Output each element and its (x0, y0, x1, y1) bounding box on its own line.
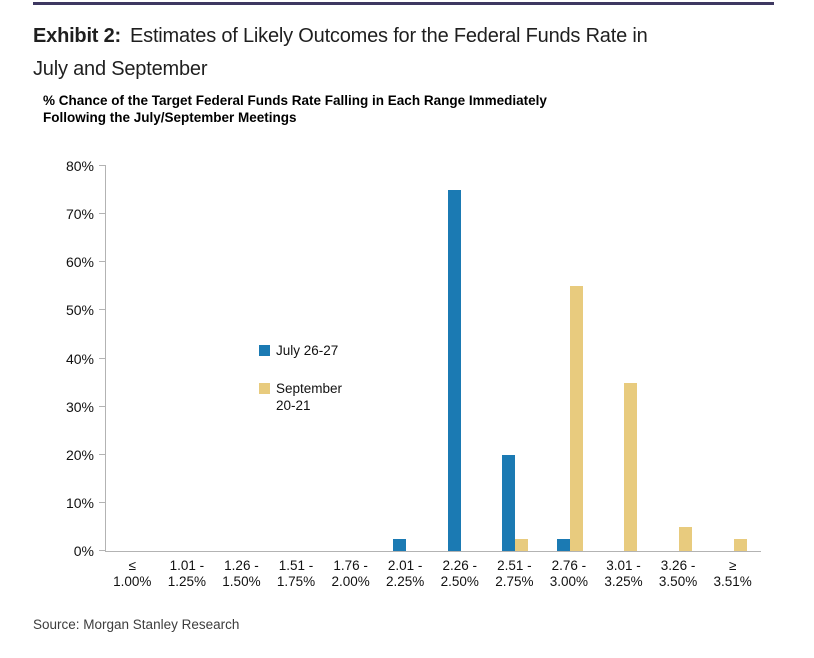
y-axis-tick (99, 501, 106, 503)
x-axis-label-3: 1.26 -1.50% (222, 558, 261, 589)
y-axis-tick (99, 309, 106, 311)
y-axis-label: 30% (65, 398, 94, 415)
x-axis-label-2: 1.01 -1.25% (167, 558, 206, 589)
y-axis-label: 10% (65, 494, 94, 511)
bar-groups (106, 166, 761, 551)
x-axis-label-7: 2.26 -2.50% (440, 558, 479, 589)
top-rule (33, 2, 774, 5)
y-axis-tick (99, 357, 106, 359)
bar-september-cat10 (624, 382, 638, 551)
x-axis-label-10: 3.01 -3.25% (604, 558, 643, 589)
y-axis-label: 70% (65, 206, 94, 223)
chart-subtitle: % Chance of the Target Federal Funds Rat… (43, 92, 547, 126)
bar-july-cat9 (556, 538, 570, 551)
bar-group-7 (433, 166, 488, 551)
bar-group-2 (161, 166, 216, 551)
plot-area: July 26-27 September 20-21 0% 10% 20% 30% 40% 5… (66, 158, 761, 559)
bar-group-11 (652, 166, 707, 551)
bar-group-1 (106, 166, 161, 551)
x-axis-label-5: 1.76 -2.00% (331, 558, 370, 589)
bar-july-cat7 (447, 190, 461, 551)
legend-label: September 20-21 (276, 381, 343, 413)
y-axis-tick (99, 550, 106, 551)
y-axis-tick (99, 405, 106, 407)
legend-item-september: September 20-21 (259, 380, 342, 414)
chart-legend: July 26-27 September 20-21 (259, 342, 342, 435)
bar-september-cat12 (733, 538, 747, 551)
y-axis-tick (99, 165, 106, 166)
x-axis-label-4: 1.51 -1.75% (276, 558, 316, 589)
legend-item-july: July 26-27 (259, 342, 342, 359)
x-axis-label-12: ≥3.51% (713, 558, 752, 589)
y-axis-label: 80% (65, 158, 94, 174)
bar-group-9 (543, 166, 598, 551)
source-note: Source: Morgan Stanley Research (33, 617, 240, 632)
legend-label: July 26-27 (276, 343, 339, 358)
bar-july-cat6 (393, 538, 407, 551)
y-axis-label: 40% (65, 350, 94, 367)
bar-september-cat11 (679, 526, 693, 551)
bar-september-cat9 (569, 286, 583, 551)
exhibit-title-line2: July and September (33, 58, 208, 80)
y-axis-label: 50% (65, 302, 94, 319)
x-axis-label-9: 2.76 -3.00% (549, 558, 589, 589)
x-axis-label-1: ≤1.00% (113, 558, 152, 589)
exhibit-title-text: Estimates of Likely Outcomes for the Fed… (130, 25, 648, 47)
chart-subtitle-line1: % Chance of the Target Federal Funds Rat… (43, 93, 547, 108)
y-axis-tick (99, 261, 106, 263)
bar-group-12 (706, 166, 761, 551)
y-axis-label: 60% (65, 254, 94, 271)
y-axis-label: 0% (73, 543, 94, 559)
chart-subtitle-line2: Following the July/September Meetings (43, 110, 297, 125)
legend-swatch-july (259, 345, 270, 356)
y-axis-tick (99, 453, 106, 455)
bar-july-cat8 (502, 454, 516, 551)
exhibit-title: Exhibit 2: Estimates of Likely Outcomes f… (33, 20, 793, 86)
bar-september-cat8 (515, 538, 529, 551)
x-axis-label-6: 2.01 -2.25% (386, 558, 425, 589)
exhibit-title-line1: Exhibit 2: Estimates of Likely Outcomes f… (33, 20, 793, 53)
x-axis-label-8: 2.51 -2.75% (495, 558, 534, 589)
x-axis-label-11: 3.26 -3.50% (658, 558, 698, 589)
legend-swatch-september (259, 383, 270, 394)
exhibit-label: Exhibit 2: (33, 25, 122, 47)
bar-group-10 (597, 166, 652, 551)
x-axis-labels: ≤1.00% 1.01 -1.25% 1.26 -1.50% 1.51 -1.75% 1… (105, 558, 760, 590)
bar-group-6 (379, 166, 434, 551)
y-axis-tick (99, 213, 106, 215)
bar-group-8 (488, 166, 543, 551)
y-axis-label: 20% (65, 446, 94, 463)
